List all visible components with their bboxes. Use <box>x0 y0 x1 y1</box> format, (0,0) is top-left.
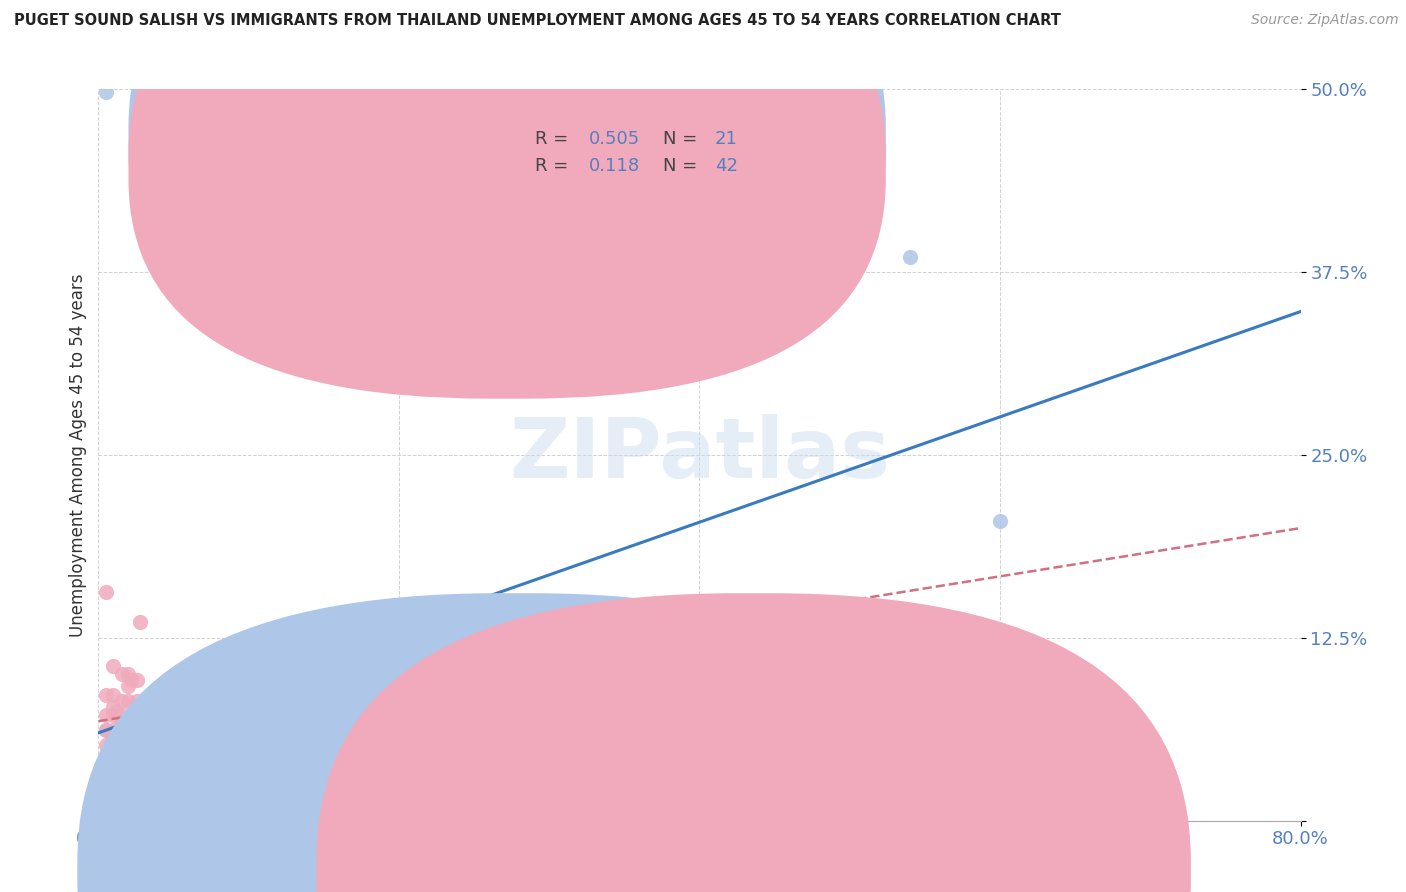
Text: Immigrants from Thailand: Immigrants from Thailand <box>776 862 991 880</box>
Point <box>127 715 149 730</box>
Point <box>127 673 149 688</box>
Point <box>111 731 134 745</box>
Point <box>94 738 117 752</box>
Point <box>121 738 143 752</box>
Point <box>94 805 117 819</box>
Point <box>135 745 157 759</box>
Point <box>103 731 125 745</box>
FancyBboxPatch shape <box>471 100 790 192</box>
Point <box>180 715 202 730</box>
Point <box>283 805 305 819</box>
FancyBboxPatch shape <box>128 0 886 372</box>
Point <box>121 673 143 688</box>
Point <box>103 738 125 752</box>
Point <box>111 694 134 708</box>
Point <box>117 667 139 681</box>
Point <box>141 715 163 730</box>
Text: N =: N = <box>664 130 703 148</box>
Point <box>132 715 155 730</box>
Text: 42: 42 <box>716 157 738 175</box>
Point <box>117 745 139 759</box>
Text: R =: R = <box>534 157 579 175</box>
Point <box>418 733 440 747</box>
Point <box>898 251 921 265</box>
Point <box>141 759 163 773</box>
Point <box>111 738 134 752</box>
Point <box>132 699 155 714</box>
Text: PUGET SOUND SALISH VS IMMIGRANTS FROM THAILAND UNEMPLOYMENT AMONG AGES 45 TO 54 : PUGET SOUND SALISH VS IMMIGRANTS FROM TH… <box>14 13 1062 29</box>
Point <box>94 688 117 702</box>
Point <box>553 729 575 743</box>
Text: N =: N = <box>664 157 703 175</box>
Point <box>103 699 125 714</box>
Point <box>103 759 125 773</box>
Point <box>129 745 152 759</box>
Text: ZIPatlas: ZIPatlas <box>509 415 890 495</box>
Text: 0.118: 0.118 <box>589 157 640 175</box>
Text: Puget Sound Salish: Puget Sound Salish <box>537 862 696 880</box>
Point <box>177 738 200 752</box>
Point <box>94 723 117 737</box>
Point <box>117 679 139 693</box>
Text: 21: 21 <box>716 130 738 148</box>
Point <box>447 752 470 766</box>
Point <box>103 708 125 723</box>
FancyBboxPatch shape <box>128 0 886 399</box>
Point <box>127 699 149 714</box>
Point <box>103 688 125 702</box>
Point <box>111 708 134 723</box>
Text: R =: R = <box>534 130 574 148</box>
Point <box>94 585 117 599</box>
Point <box>94 723 117 737</box>
Point <box>127 731 149 745</box>
Point <box>132 752 155 766</box>
Point <box>129 615 152 629</box>
Point <box>111 667 134 681</box>
Point <box>127 694 149 708</box>
Point <box>129 708 152 723</box>
Point <box>111 714 134 728</box>
Point <box>103 723 125 737</box>
Point <box>402 711 425 725</box>
Point <box>121 708 143 723</box>
Text: Source: ZipAtlas.com: Source: ZipAtlas.com <box>1251 13 1399 28</box>
Point <box>94 752 117 766</box>
Point <box>105 704 128 718</box>
Point <box>103 658 125 673</box>
Point <box>150 694 173 708</box>
Point <box>988 514 1011 528</box>
Point <box>117 715 139 730</box>
Point <box>111 715 134 730</box>
Point <box>117 694 139 708</box>
Point <box>94 708 117 723</box>
Point <box>166 694 188 708</box>
Text: 0.505: 0.505 <box>589 130 640 148</box>
Point <box>127 752 149 766</box>
Point <box>135 714 157 728</box>
Y-axis label: Unemployment Among Ages 45 to 54 years: Unemployment Among Ages 45 to 54 years <box>69 273 87 637</box>
Point <box>94 85 117 99</box>
Point <box>117 731 139 745</box>
Point <box>111 738 134 752</box>
Point <box>193 715 215 730</box>
